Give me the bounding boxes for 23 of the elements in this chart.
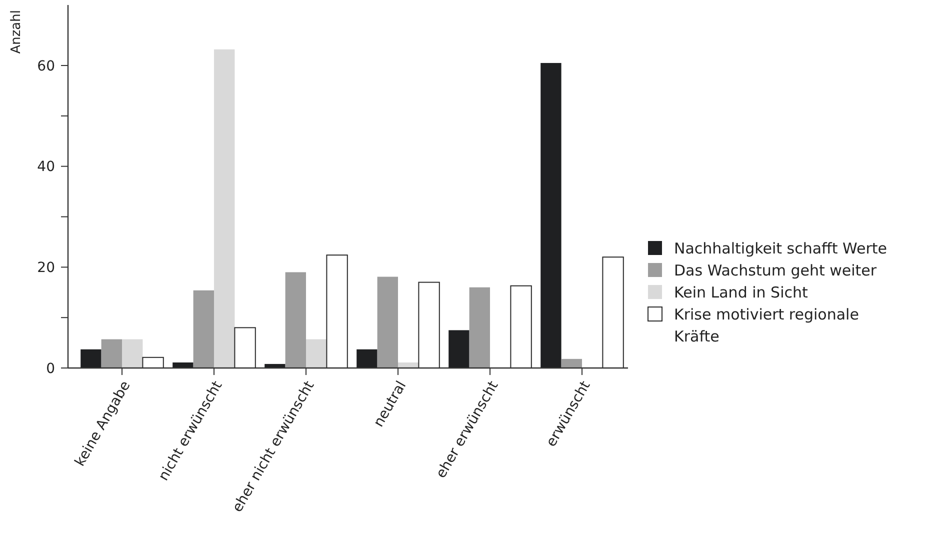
legend-label: Krise motiviert regionale Kräfte <box>674 305 859 346</box>
bar <box>101 339 122 368</box>
y-tick-label: 40 <box>37 159 55 176</box>
bar <box>172 362 194 368</box>
bar <box>469 287 490 368</box>
bar <box>448 330 470 368</box>
legend-label: Kein Land in Sicht <box>674 283 808 302</box>
bar <box>561 358 582 368</box>
bar <box>306 339 327 368</box>
y-tick-label: 60 <box>37 58 55 74</box>
bar <box>285 272 306 368</box>
bar <box>356 349 378 368</box>
bar <box>80 349 102 368</box>
legend-label: Nachhaltigkeit schafft Werte <box>674 239 888 258</box>
bar <box>540 62 562 368</box>
bar <box>214 49 235 368</box>
bar <box>377 276 398 368</box>
y-tick-label: 0 <box>46 360 55 377</box>
bar <box>122 339 143 368</box>
y-axis-title: Anzahl <box>9 10 24 54</box>
legend-label: Das Wachstum geht weiter <box>674 261 878 280</box>
y-tick-label: 20 <box>37 260 55 276</box>
bar <box>193 290 214 368</box>
